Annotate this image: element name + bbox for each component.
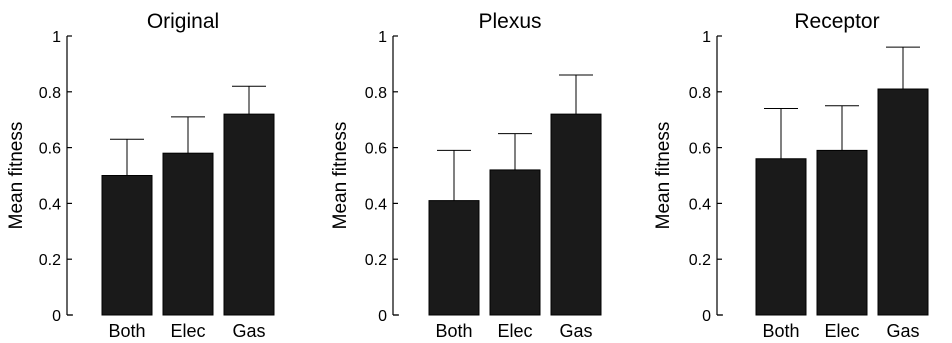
y-tick-label: 0.4 (39, 196, 61, 213)
x-tick-label: Elec (497, 321, 532, 341)
y-tick-label: 1 (702, 29, 711, 46)
bar-elec (162, 152, 214, 316)
y-tick-label: 0.6 (365, 141, 387, 158)
x-tick-label: Both (762, 321, 799, 341)
y-tick-label: 0.2 (39, 252, 61, 269)
x-tick-label: Both (108, 321, 145, 341)
chart-panel-receptor: Receptor Mean fitness Both Elec Gas 0 0.2 0.4 0.… (653, 10, 929, 341)
y-axis-label: Mean fitness (653, 122, 674, 230)
y-tick-label: 0.4 (365, 196, 387, 213)
y-tick-label: 0.4 (689, 196, 711, 213)
chart-title: Original (147, 10, 219, 33)
bar-both (428, 200, 480, 316)
bar-elec (816, 149, 868, 316)
chart-title: Plexus (478, 10, 541, 33)
y-tick-label: 0.2 (689, 252, 711, 269)
bar-gas (223, 113, 275, 316)
chart-panel-original: Original Mean fitness Both Elec Gas 0 0.2 0.4 0.… (6, 10, 275, 341)
y-axis-label: Mean fitness (330, 122, 351, 230)
bar-elec (489, 169, 541, 316)
x-tick-label: Gas (559, 321, 592, 341)
x-tick-label: Both (435, 321, 472, 341)
y-tick-label: 0 (702, 308, 711, 325)
y-tick-label: 1 (52, 29, 61, 46)
bar-gas (550, 113, 602, 316)
bar-both (755, 158, 807, 316)
y-tick-label: 0 (52, 308, 61, 325)
y-axis-label: Mean fitness (6, 122, 27, 230)
x-tick-label: Elec (824, 321, 859, 341)
y-tick-label: 0 (378, 308, 387, 325)
y-tick-label: 0.6 (689, 141, 711, 158)
x-tick-label: Gas (886, 321, 919, 341)
y-tick-label: 0.8 (689, 85, 711, 102)
chart-title: Receptor (794, 10, 879, 33)
y-tick-label: 0.2 (365, 252, 387, 269)
x-tick-label: Elec (170, 321, 205, 341)
y-tick-label: 0.6 (39, 141, 61, 158)
chart-panel-plexus: Plexus Mean fitness Both Elec Gas 0 0.2 0.4 0.6 0… (330, 10, 602, 341)
y-tick-label: 0.8 (365, 85, 387, 102)
bar-gas (877, 88, 929, 316)
y-tick-label: 0.8 (39, 85, 61, 102)
bar-both (101, 175, 153, 316)
x-tick-label: Gas (232, 321, 265, 341)
y-tick-label: 1 (378, 29, 387, 46)
